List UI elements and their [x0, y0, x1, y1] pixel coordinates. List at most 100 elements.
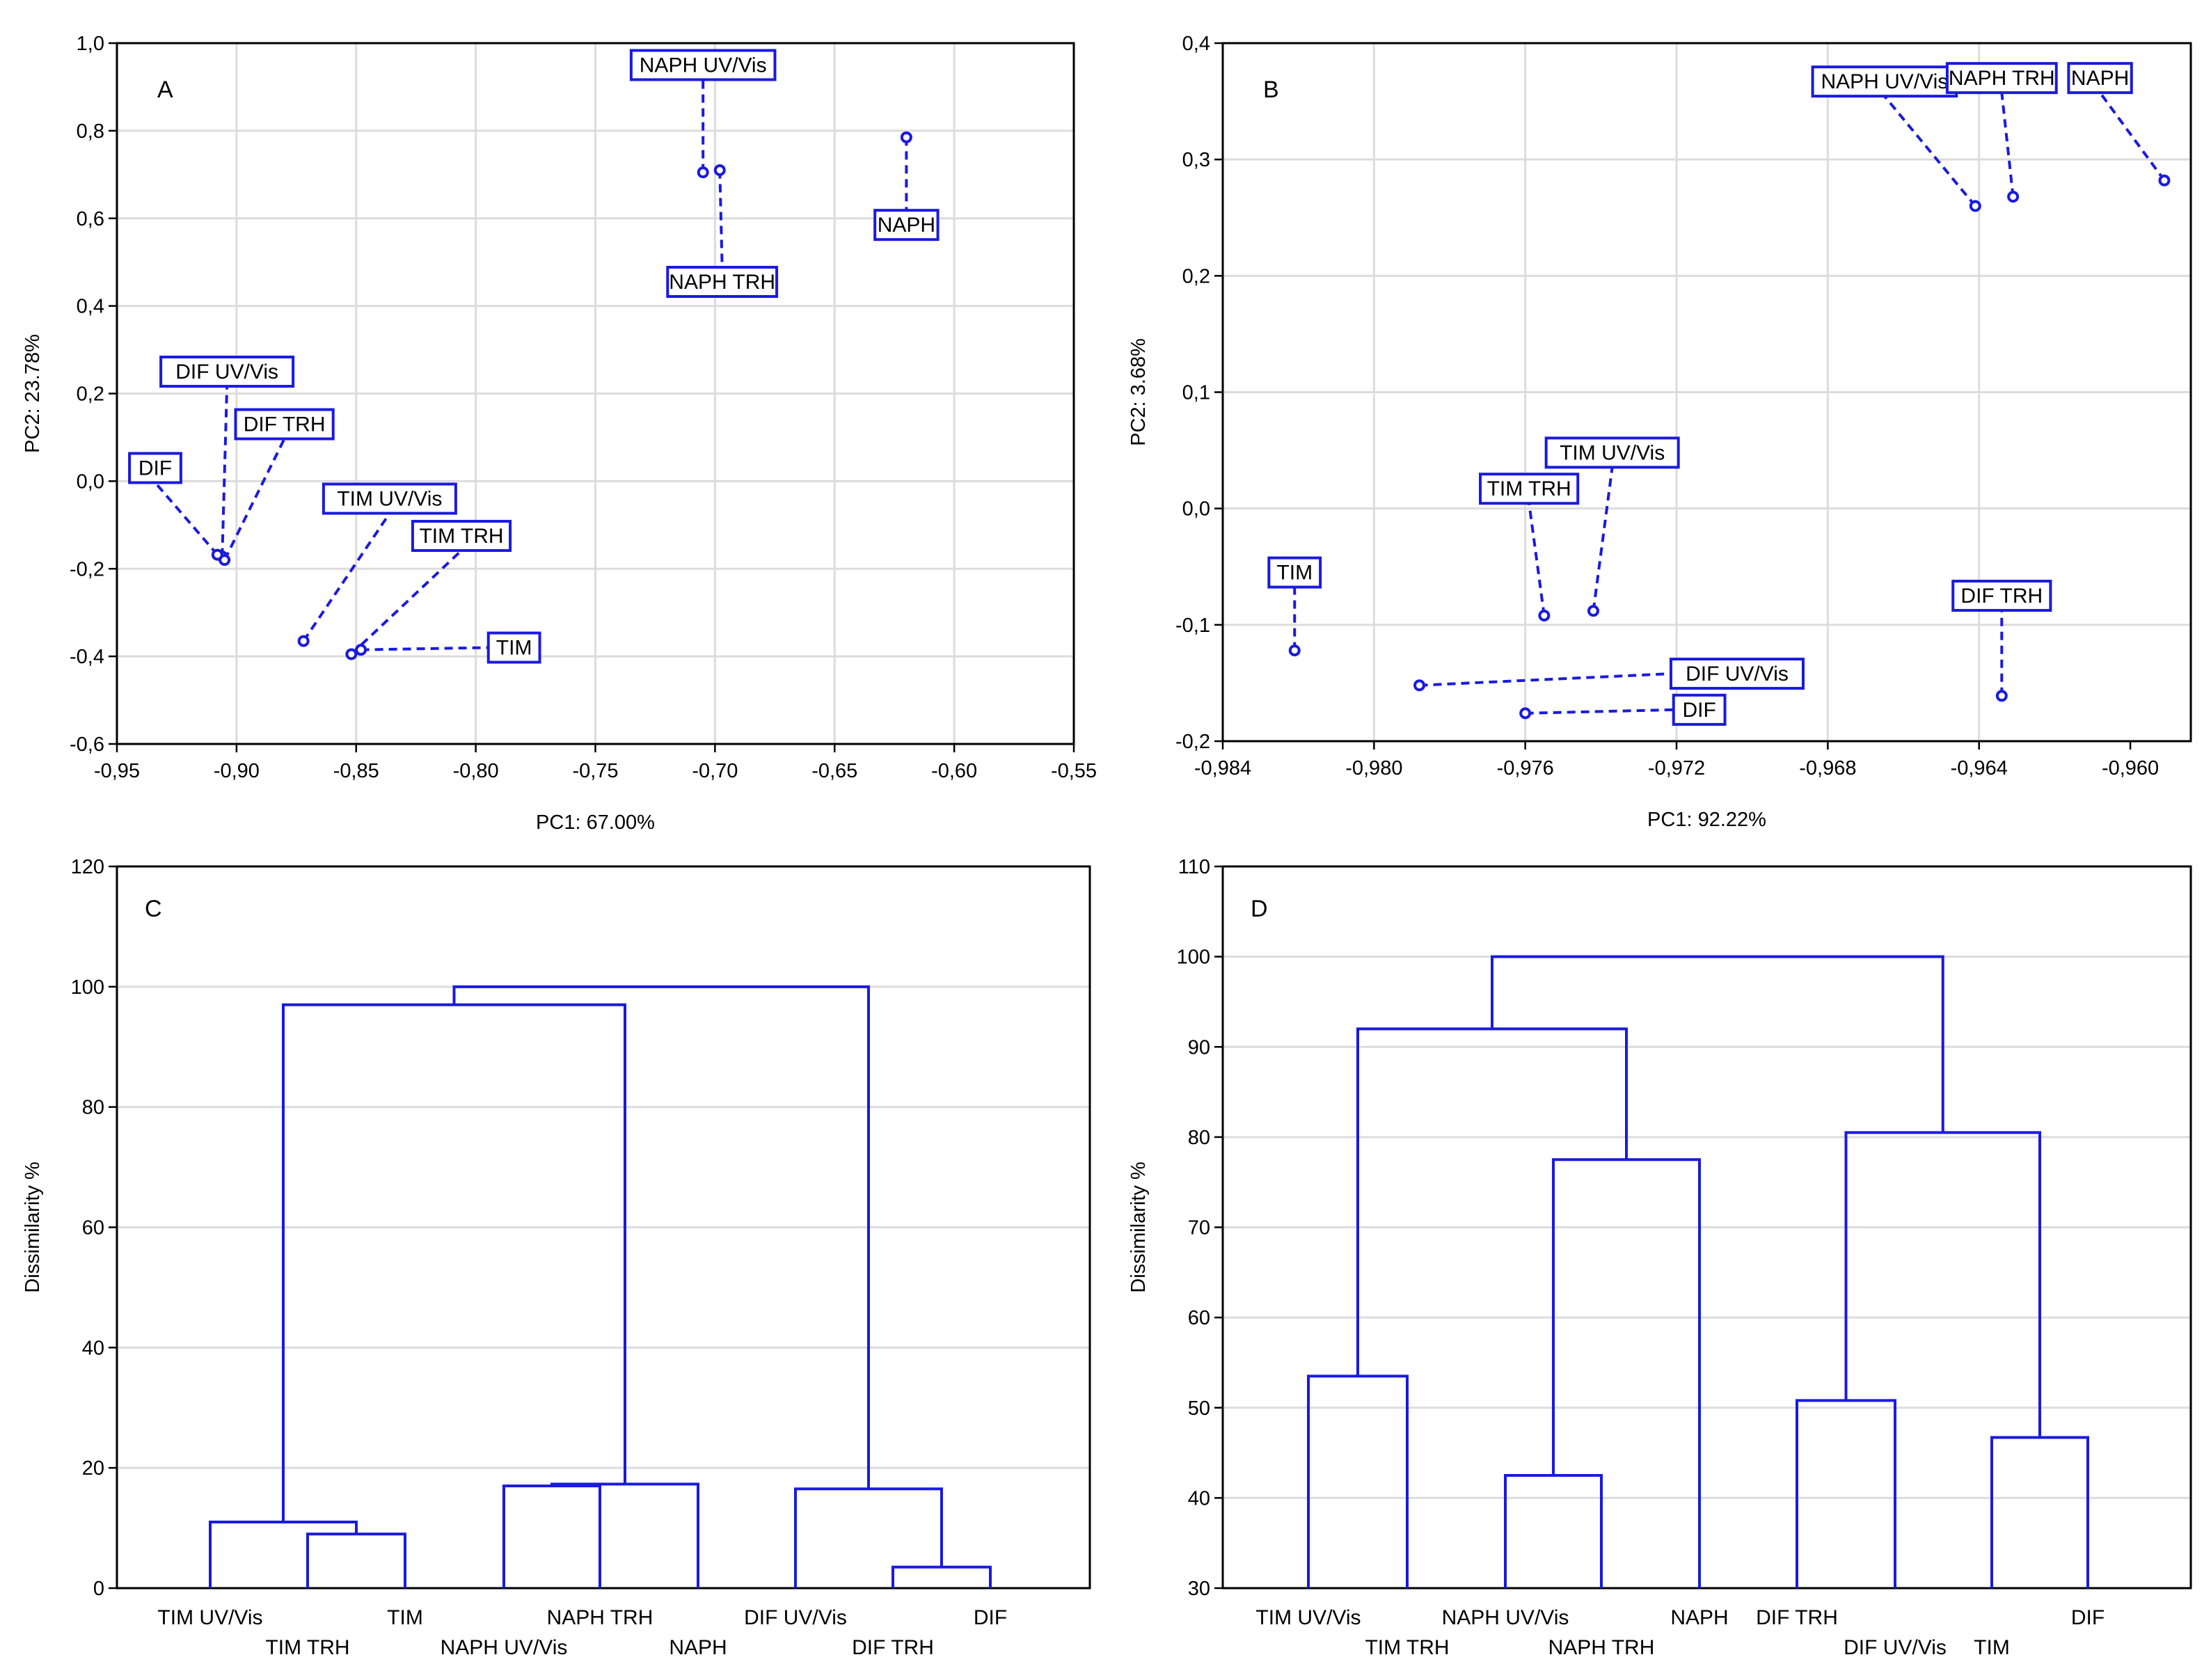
dendrogram-link	[452, 985, 870, 1489]
data-point	[1969, 200, 1981, 212]
point-label-box	[411, 520, 512, 553]
data-point	[1413, 679, 1426, 692]
point-label-tim-uv-vis: TIM UV/Vis	[1560, 441, 1665, 464]
y-tick-label: 90	[1188, 1036, 1210, 1059]
y-tick-label: 20	[82, 1457, 104, 1480]
panel-label: B	[1263, 77, 1279, 103]
point-label-box	[159, 356, 295, 388]
leaf-label-tim-uv-vis: TIM UV/Vis	[157, 1606, 262, 1629]
dendrogram-d: 30 40 50 60 70 80 90 100 110 D Dissimilarity % TIM …	[1127, 856, 2192, 1659]
leaf-label-tim-trh: TIM TRH	[265, 1636, 349, 1659]
x-tick-label: -0,80	[453, 760, 499, 782]
point-label-dif-trh: DIF TRH	[244, 413, 326, 436]
data-point	[713, 164, 726, 177]
y-tick-label: 0,8	[77, 120, 104, 143]
leader-line	[1528, 502, 1546, 616]
leader-line	[302, 512, 391, 642]
leaf-label-tim: TIM	[387, 1606, 423, 1629]
leader-line	[350, 549, 463, 656]
y-tick-label: 100	[71, 976, 104, 999]
y-tick-label: -0,2	[70, 558, 104, 580]
y-tick-label: 80	[1188, 1127, 1210, 1149]
x-tick-label: -0,964	[1951, 757, 2008, 779]
y-tick-label: 30	[1188, 1578, 1210, 1600]
data-point	[2158, 174, 2171, 187]
panel-label: D	[1251, 896, 1268, 922]
point-label-box	[322, 482, 457, 515]
leader-line	[1419, 672, 1672, 687]
y-axis-label: PC2: 3.68%	[1127, 338, 1150, 446]
dendrogram-link	[550, 1482, 699, 1588]
dendrogram-link	[1990, 1436, 2089, 1588]
x-tick-label: -0,95	[94, 760, 140, 782]
x-tick-label: -0,960	[2102, 757, 2159, 779]
leaf-label-dif-trh: DIF TRH	[1756, 1606, 1838, 1629]
leader-line	[221, 386, 229, 557]
pca-plot-a: -0,95 -0,90 -0,85 -0,80 -0,75 -0,70 -0,65 -0,60…	[22, 33, 1097, 834]
dendrogram-link	[1552, 1158, 1701, 1588]
pca-plot-b: -0,984 -0,980 -0,976 -0,972 -0,968 -0,964 -0,9…	[1127, 33, 2192, 831]
leaf-label-naph-uv-vis: NAPH UV/Vis	[441, 1636, 568, 1659]
panel-label: A	[157, 77, 173, 103]
leaf-label-naph: NAPH	[669, 1636, 727, 1659]
leaf-label-dif-trh: DIF TRH	[852, 1636, 934, 1659]
dendrogram-link	[1491, 955, 1944, 1133]
point-label-dif: DIF	[1682, 699, 1715, 722]
data-point	[1538, 609, 1551, 621]
leader-line	[1525, 708, 1674, 715]
point-label-box	[2067, 62, 2133, 95]
leaf-label-naph-uv-vis: NAPH UV/Vis	[1442, 1606, 1569, 1629]
point-label-box	[486, 631, 541, 664]
x-tick-label: -0,90	[214, 760, 260, 782]
x-tick-label: -0,980	[1345, 757, 1402, 779]
y-axis-label: PC2: 23.78%	[22, 334, 44, 453]
y-tick-label: -0,4	[70, 646, 104, 668]
leader-line	[360, 646, 489, 651]
data-point	[1587, 605, 1599, 617]
y-tick-label: 0,2	[77, 383, 104, 406]
plot-frame	[116, 42, 1075, 745]
dendrogram-link	[1356, 1027, 1628, 1377]
data-point	[355, 644, 367, 656]
data-point	[1519, 707, 1532, 720]
dendrogram-link	[1844, 1131, 2041, 1438]
point-label-tim-trh: TIM TRH	[419, 525, 503, 548]
point-label-dif-trh: DIF TRH	[1960, 585, 2043, 608]
y-axis-label: Dissimilarity %	[1127, 1162, 1150, 1293]
x-tick-label: -0,85	[333, 760, 379, 782]
leaf-label-naph-trh: NAPH TRH	[1548, 1636, 1655, 1659]
y-tick-label: 70	[1188, 1217, 1210, 1239]
y-axis-label: Dissimilarity %	[22, 1162, 44, 1293]
data-point	[345, 648, 358, 660]
y-tick-label: 0	[93, 1578, 104, 1600]
plot-frame	[1221, 865, 2192, 1590]
x-tick-label: -0,976	[1497, 757, 1554, 779]
y-tick-label: 40	[82, 1337, 104, 1359]
point-label-tim: TIM	[496, 637, 532, 660]
x-tick-label: -0,70	[692, 760, 738, 782]
leaf-label-dif: DIF	[974, 1606, 1007, 1629]
dendrogram-link	[282, 1003, 626, 1522]
leaf-label-tim-uv-vis: TIM UV/Vis	[1255, 1606, 1361, 1629]
point-label-box	[1479, 473, 1580, 505]
y-tick-label: 80	[82, 1097, 104, 1119]
leader-line	[718, 170, 724, 268]
y-tick-label: 50	[1188, 1397, 1210, 1420]
y-tick-label: 120	[71, 856, 104, 878]
leaf-label-dif-uv-vis: DIF UV/Vis	[1844, 1636, 1947, 1659]
point-label-tim-trh: TIM TRH	[1487, 477, 1571, 500]
dendrogram-link	[209, 1520, 358, 1588]
point-label-box	[1267, 556, 1322, 589]
y-tick-label: 1,0	[77, 33, 104, 55]
y-tick-label: 0,4	[77, 296, 104, 318]
data-point	[900, 131, 912, 143]
point-label-box	[234, 408, 335, 441]
data-point	[2007, 191, 2020, 203]
panel-label: C	[145, 896, 162, 922]
leaf-label-tim-trh: TIM TRH	[1365, 1636, 1449, 1659]
y-tick-label: 0,4	[1182, 33, 1210, 55]
y-tick-label: 40	[1188, 1487, 1210, 1509]
x-tick-label: -0,75	[572, 760, 618, 782]
point-label-box	[128, 452, 182, 484]
